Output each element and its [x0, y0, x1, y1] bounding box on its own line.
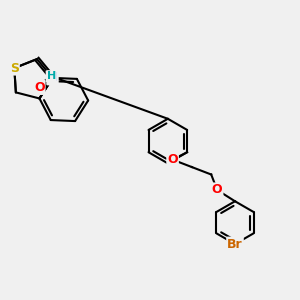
- Text: O: O: [34, 81, 45, 94]
- Text: N: N: [47, 71, 58, 84]
- Text: Br: Br: [227, 238, 243, 250]
- Text: O: O: [212, 184, 223, 196]
- Text: O: O: [167, 153, 178, 166]
- Text: S: S: [10, 61, 19, 75]
- Text: H: H: [46, 71, 56, 81]
